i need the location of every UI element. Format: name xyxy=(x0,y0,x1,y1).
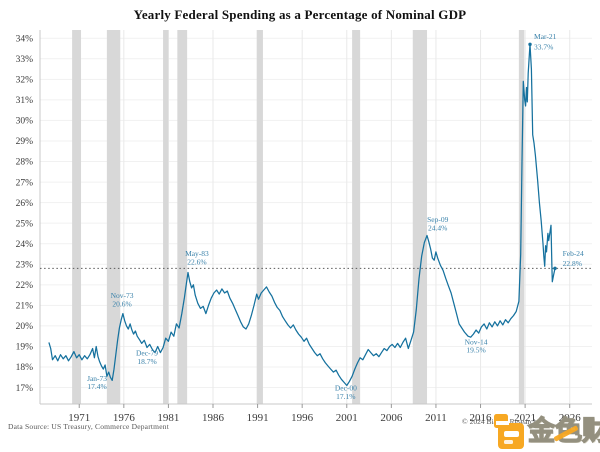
annotation-date-label: Nov-73 xyxy=(111,291,134,300)
watermark: 金色财经 xyxy=(491,411,600,451)
chart-title: Yearly Federal Spending as a Percentage … xyxy=(133,7,467,22)
x-tick-label: 2026 xyxy=(559,412,582,424)
point-markers xyxy=(528,42,557,271)
y-tick-label: 34% xyxy=(16,34,34,44)
annotation-value-label: 33.7% xyxy=(534,43,553,52)
y-axis-labels: 34% 33% 32% 31% 30% 29% 28% 27% 26% 25% 24% 23% 22% 2… xyxy=(16,34,34,393)
y-tick-label: 20% xyxy=(16,322,34,332)
annotation-date-label: Sep-09 xyxy=(427,215,448,224)
y-tick-label: 17% xyxy=(16,384,34,394)
annotation-value-label: 22.6% xyxy=(187,257,206,266)
data-source-note: Data Source: US Treasury, Commerce Depar… xyxy=(8,422,169,431)
x-tick-label: 2021 xyxy=(514,412,536,424)
y-tick-label: 19% xyxy=(16,343,34,353)
y-tick-label: 25% xyxy=(16,219,34,229)
x-tick-label: 2001 xyxy=(336,412,358,424)
x-tick-label: 2016 xyxy=(470,412,493,424)
annotations: Jan-7317.4%Nov-7320.6%Dec-7918.7%May-832… xyxy=(87,32,584,401)
annotation-date-label: Jan-73 xyxy=(87,374,107,383)
annotation-date-label: Feb-24 xyxy=(563,249,584,258)
x-tick-label: 2006 xyxy=(380,412,403,424)
y-tick-label: 26% xyxy=(16,199,34,209)
annotation-value-label: 17.4% xyxy=(87,382,106,391)
annotation-date-label: Dec-79 xyxy=(136,349,158,358)
annotation-value-label: 19.5% xyxy=(466,346,485,355)
y-tick-label: 33% xyxy=(16,55,34,65)
y-tick-label: 21% xyxy=(16,302,34,312)
annotation-date-label: May-83 xyxy=(185,249,209,258)
annotation-value-label: 17.1% xyxy=(336,392,355,401)
y-tick-label: 24% xyxy=(16,240,34,250)
x-tick-label: 1971 xyxy=(68,412,90,424)
x-tick-label: 1981 xyxy=(157,412,179,424)
annotation-value-label: 22.8% xyxy=(563,259,582,268)
x-axis-labels: 1971 1976 1981 1986 1991 1996 2001 2006 2011 2016… xyxy=(68,412,581,424)
annotation-value-label: 20.6% xyxy=(112,299,131,308)
annotation-value-label: 24.4% xyxy=(428,223,447,232)
y-tick-label: 29% xyxy=(16,137,34,147)
annotation-value-label: 18.7% xyxy=(137,357,156,366)
annotation-date-label: Mar-21 xyxy=(534,32,557,41)
horizontal-gridlines xyxy=(40,37,592,389)
y-tick-label: 27% xyxy=(16,178,34,188)
annotation-date-label: Dec-00 xyxy=(335,384,357,393)
x-tick-label: 1991 xyxy=(247,412,269,424)
annotation-date-label: Nov-14 xyxy=(465,337,488,346)
y-tick-label: 32% xyxy=(16,76,34,86)
x-tick-label: 1996 xyxy=(291,412,314,424)
x-tick-label: 1976 xyxy=(113,412,136,424)
y-tick-label: 30% xyxy=(16,117,34,127)
watermark-logo-icon xyxy=(494,414,524,449)
spending-line xyxy=(48,43,556,387)
y-tick-label: 23% xyxy=(16,260,34,270)
x-tick-label: 2011 xyxy=(425,412,447,424)
y-tick-label: 18% xyxy=(16,363,34,373)
y-tick-label: 28% xyxy=(16,158,34,168)
y-tick-label: 22% xyxy=(16,281,34,291)
y-tick-label: 31% xyxy=(16,96,34,106)
axes xyxy=(39,30,592,408)
x-tick-label: 1986 xyxy=(202,412,225,424)
